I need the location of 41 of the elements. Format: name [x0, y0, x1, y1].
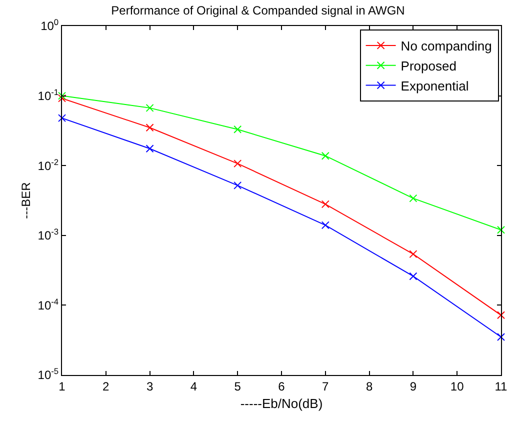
- point: [58, 94, 66, 102]
- point: [409, 250, 418, 258]
- x-tick-label: 1: [58, 379, 66, 394]
- point: [234, 125, 242, 134]
- y-axis-title: ---BER: [19, 182, 34, 219]
- x-tick-label: 9: [410, 379, 417, 394]
- point: [58, 114, 66, 122]
- x-tick-label: 3: [146, 379, 154, 394]
- point: [234, 160, 242, 168]
- point: [234, 181, 242, 190]
- x-tick-label: 10: [450, 379, 464, 394]
- x-tick-label: 5: [234, 379, 242, 394]
- y-tick-label: 10$^{0}$: [40, 17, 59, 34]
- chart-title: Performance of Original & Companded signal in AWGN: [111, 4, 405, 18]
- y-tick-label: 10$^{-4}$: [38, 296, 59, 312]
- legend-label: Proposed: [400, 58, 456, 74]
- x-tick-label: 7: [322, 379, 330, 394]
- point: [321, 200, 330, 208]
- x-tick-label: 2: [102, 379, 110, 394]
- y-tick-label: 10$^{-3}$: [38, 226, 59, 243]
- x-tick-label: 8: [366, 379, 373, 394]
- point: [146, 124, 154, 132]
- x-tick-label: 11: [494, 379, 508, 394]
- y-tick-label: 10$^{-2}$: [38, 156, 59, 173]
- point: [497, 333, 505, 342]
- point: [497, 226, 505, 234]
- legend-label: Exponential: [400, 78, 469, 94]
- point: [321, 221, 330, 230]
- legend-label: No companding: [400, 38, 492, 54]
- point: [146, 104, 154, 112]
- y-tick-label: 10$^{-5}$: [38, 366, 59, 382]
- point: [497, 311, 505, 320]
- y-tick-label: 10$^{-1}$: [38, 86, 59, 103]
- point: [58, 92, 66, 100]
- x-axis-title: -----Eb/No(dB): [240, 396, 323, 411]
- x-tick-label: 6: [278, 379, 286, 394]
- point: [321, 152, 330, 160]
- point: [409, 272, 418, 280]
- point: [146, 144, 154, 153]
- point: [409, 194, 418, 202]
- x-tick-label: 4: [190, 379, 198, 394]
